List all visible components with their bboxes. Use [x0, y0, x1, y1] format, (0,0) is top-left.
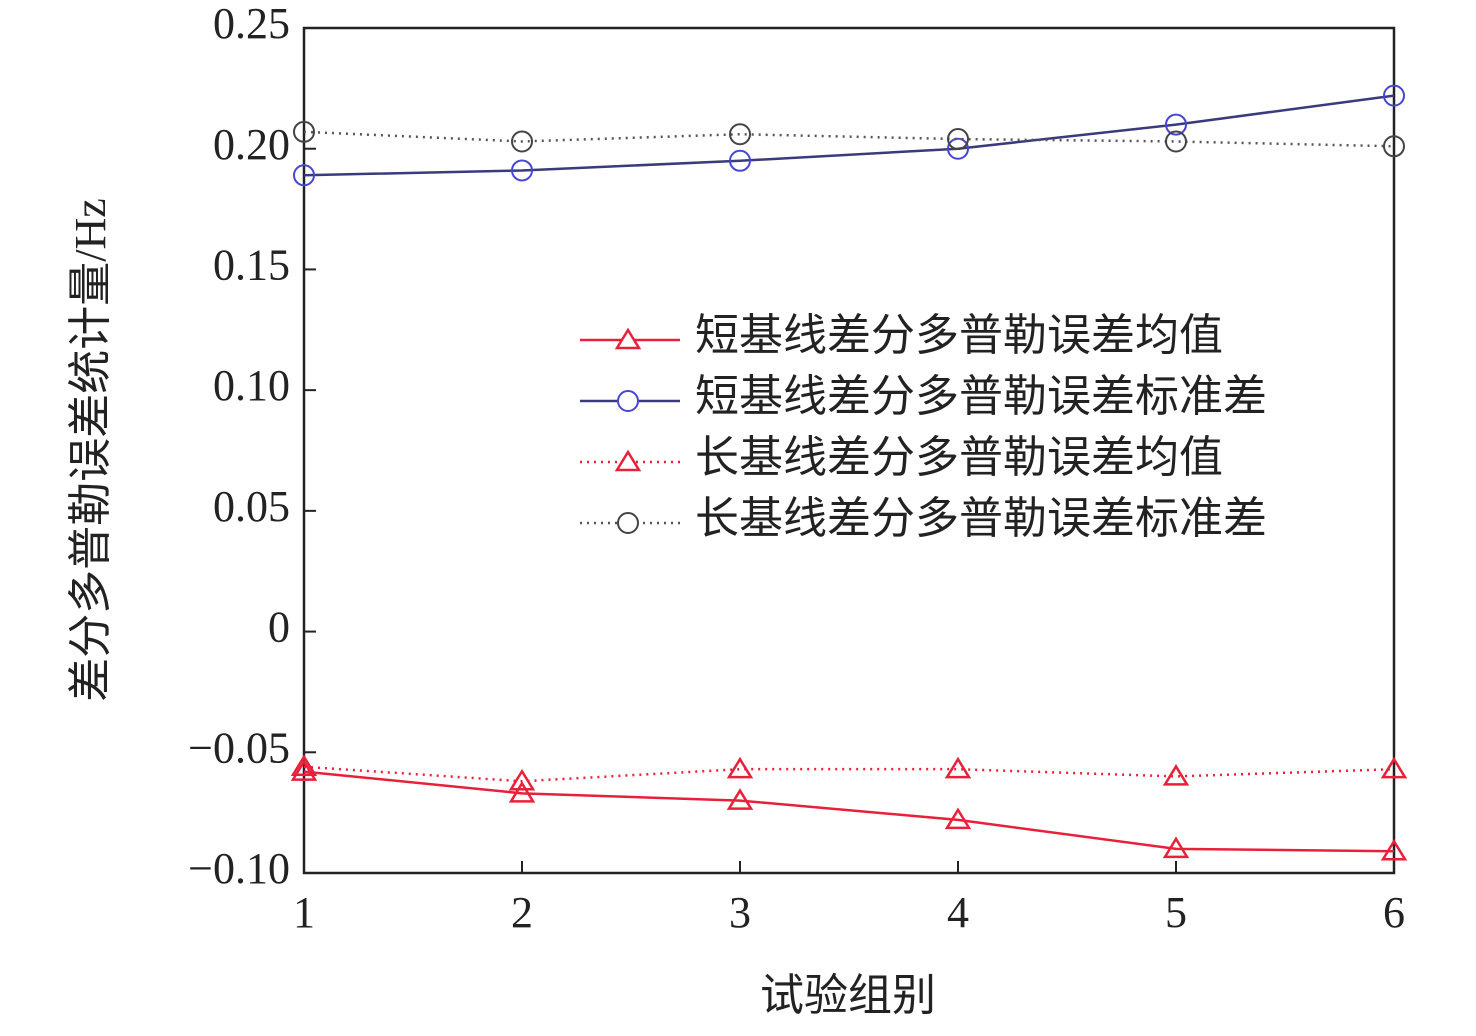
y-tick-label: 0	[268, 603, 290, 652]
data-point	[1165, 130, 1187, 153]
legend-label: 长基线差分多普勒误差标准差	[695, 494, 1267, 543]
data-point	[290, 759, 318, 781]
legend-marker	[614, 449, 642, 472]
data-point	[1162, 836, 1190, 859]
legend-marker	[617, 390, 639, 412]
data-point	[508, 780, 536, 803]
x-tick-label: 6	[1383, 888, 1405, 937]
series-line	[303, 94, 1395, 177]
data-point	[293, 164, 315, 187]
x-axis-label: 试验组别	[760, 971, 936, 1020]
data-point	[947, 137, 969, 160]
x-tick-label: 3	[729, 888, 751, 937]
y-tick-label: 0.10	[213, 361, 290, 410]
x-tick-label: 4	[947, 888, 969, 937]
data-point	[729, 149, 751, 172]
data-point	[1380, 838, 1408, 861]
y-tick-label: 0.15	[213, 241, 290, 290]
data-point	[1162, 764, 1190, 786]
data-point	[1380, 756, 1408, 779]
series-line	[303, 765, 1395, 783]
data-point	[1383, 135, 1405, 158]
data-point	[1383, 84, 1405, 107]
x-tick-label: 1	[293, 888, 315, 937]
data-point	[944, 756, 972, 779]
data-point	[511, 159, 533, 182]
series-line	[303, 770, 1395, 853]
y-tick-label: −0.05	[188, 723, 290, 772]
legend-marker	[617, 512, 639, 534]
legend-label: 长基线差分多普勒误差均值	[695, 433, 1223, 482]
data-point	[511, 130, 533, 153]
data-point	[290, 754, 318, 777]
data-point	[726, 788, 754, 810]
y-axis-label: 差分多普勒误差统计量/Hz	[66, 198, 115, 702]
x-tick-label: 2	[511, 888, 533, 937]
data-point	[947, 128, 969, 151]
y-tick-label: 0.20	[213, 120, 290, 169]
data-point	[944, 807, 972, 830]
plot-frame	[302, 26, 1396, 875]
legend-label: 短基线差分多普勒误差标准差	[695, 372, 1267, 421]
legend-marker	[614, 327, 642, 350]
legend-label: 短基线差分多普勒误差均值	[695, 311, 1223, 360]
x-tick-label: 5	[1165, 888, 1187, 937]
data-point	[508, 768, 536, 791]
y-tick-label: 0.25	[213, 0, 290, 48]
y-tick-label: 0.05	[213, 482, 290, 531]
y-tick-label: −0.10	[188, 844, 290, 893]
data-point	[293, 120, 315, 143]
data-point	[1165, 113, 1187, 136]
series-line	[303, 130, 1395, 148]
data-point	[726, 756, 754, 779]
data-point	[729, 123, 751, 146]
